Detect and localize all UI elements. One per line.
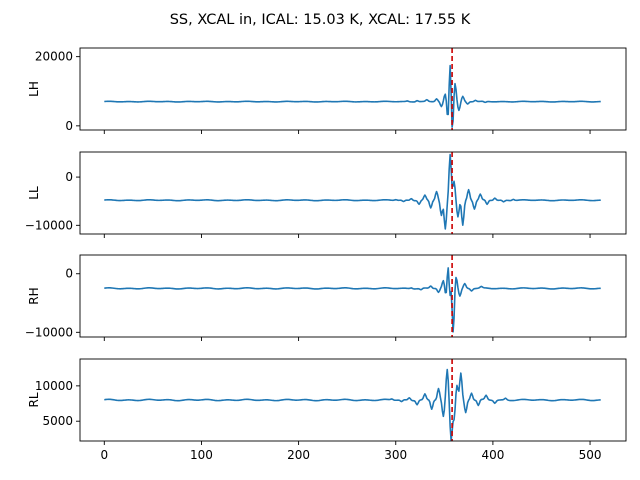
y-axis-label: LL <box>27 186 41 200</box>
y-tick-label: −10000 <box>25 325 73 339</box>
series-line-lh <box>104 64 601 128</box>
panel-rh: −10000 0 RH <box>25 254 627 341</box>
panel-ll: −10000 0 LL <box>25 151 627 238</box>
y-tick-label: 0 <box>65 119 73 133</box>
y-tick-label: −10000 <box>25 218 73 232</box>
axes-frame <box>79 47 627 131</box>
y-tick-label: 0 <box>65 267 73 281</box>
x-tick-label: 300 <box>384 448 407 462</box>
series-line-rh <box>104 267 601 333</box>
y-axis-label: RL <box>27 392 41 407</box>
y-tick-label: 10000 <box>35 379 73 393</box>
axes-frame <box>79 358 627 442</box>
y-tick-label: 20000 <box>35 50 73 64</box>
axes-frame <box>79 151 627 235</box>
x-tick-label: 400 <box>481 448 504 462</box>
x-tick-label: 0 <box>100 448 108 462</box>
series-line-ll <box>104 153 601 230</box>
x-tick-label: 200 <box>287 448 310 462</box>
x-tick-label: 500 <box>579 448 602 462</box>
chart-title: SS, XCAL in, ICAL: 15.03 K, XCAL: 17.55 … <box>170 12 471 28</box>
y-tick-label: 0 <box>65 170 73 184</box>
y-tick-label: 5000 <box>42 414 73 428</box>
series-line-rl <box>104 368 601 441</box>
panel-lh: 0 20000 LH <box>27 47 627 134</box>
x-tick-label: 100 <box>190 448 213 462</box>
axes-frame <box>79 254 627 338</box>
y-axis-label: RH <box>27 287 41 304</box>
y-axis-label: LH <box>27 81 41 97</box>
